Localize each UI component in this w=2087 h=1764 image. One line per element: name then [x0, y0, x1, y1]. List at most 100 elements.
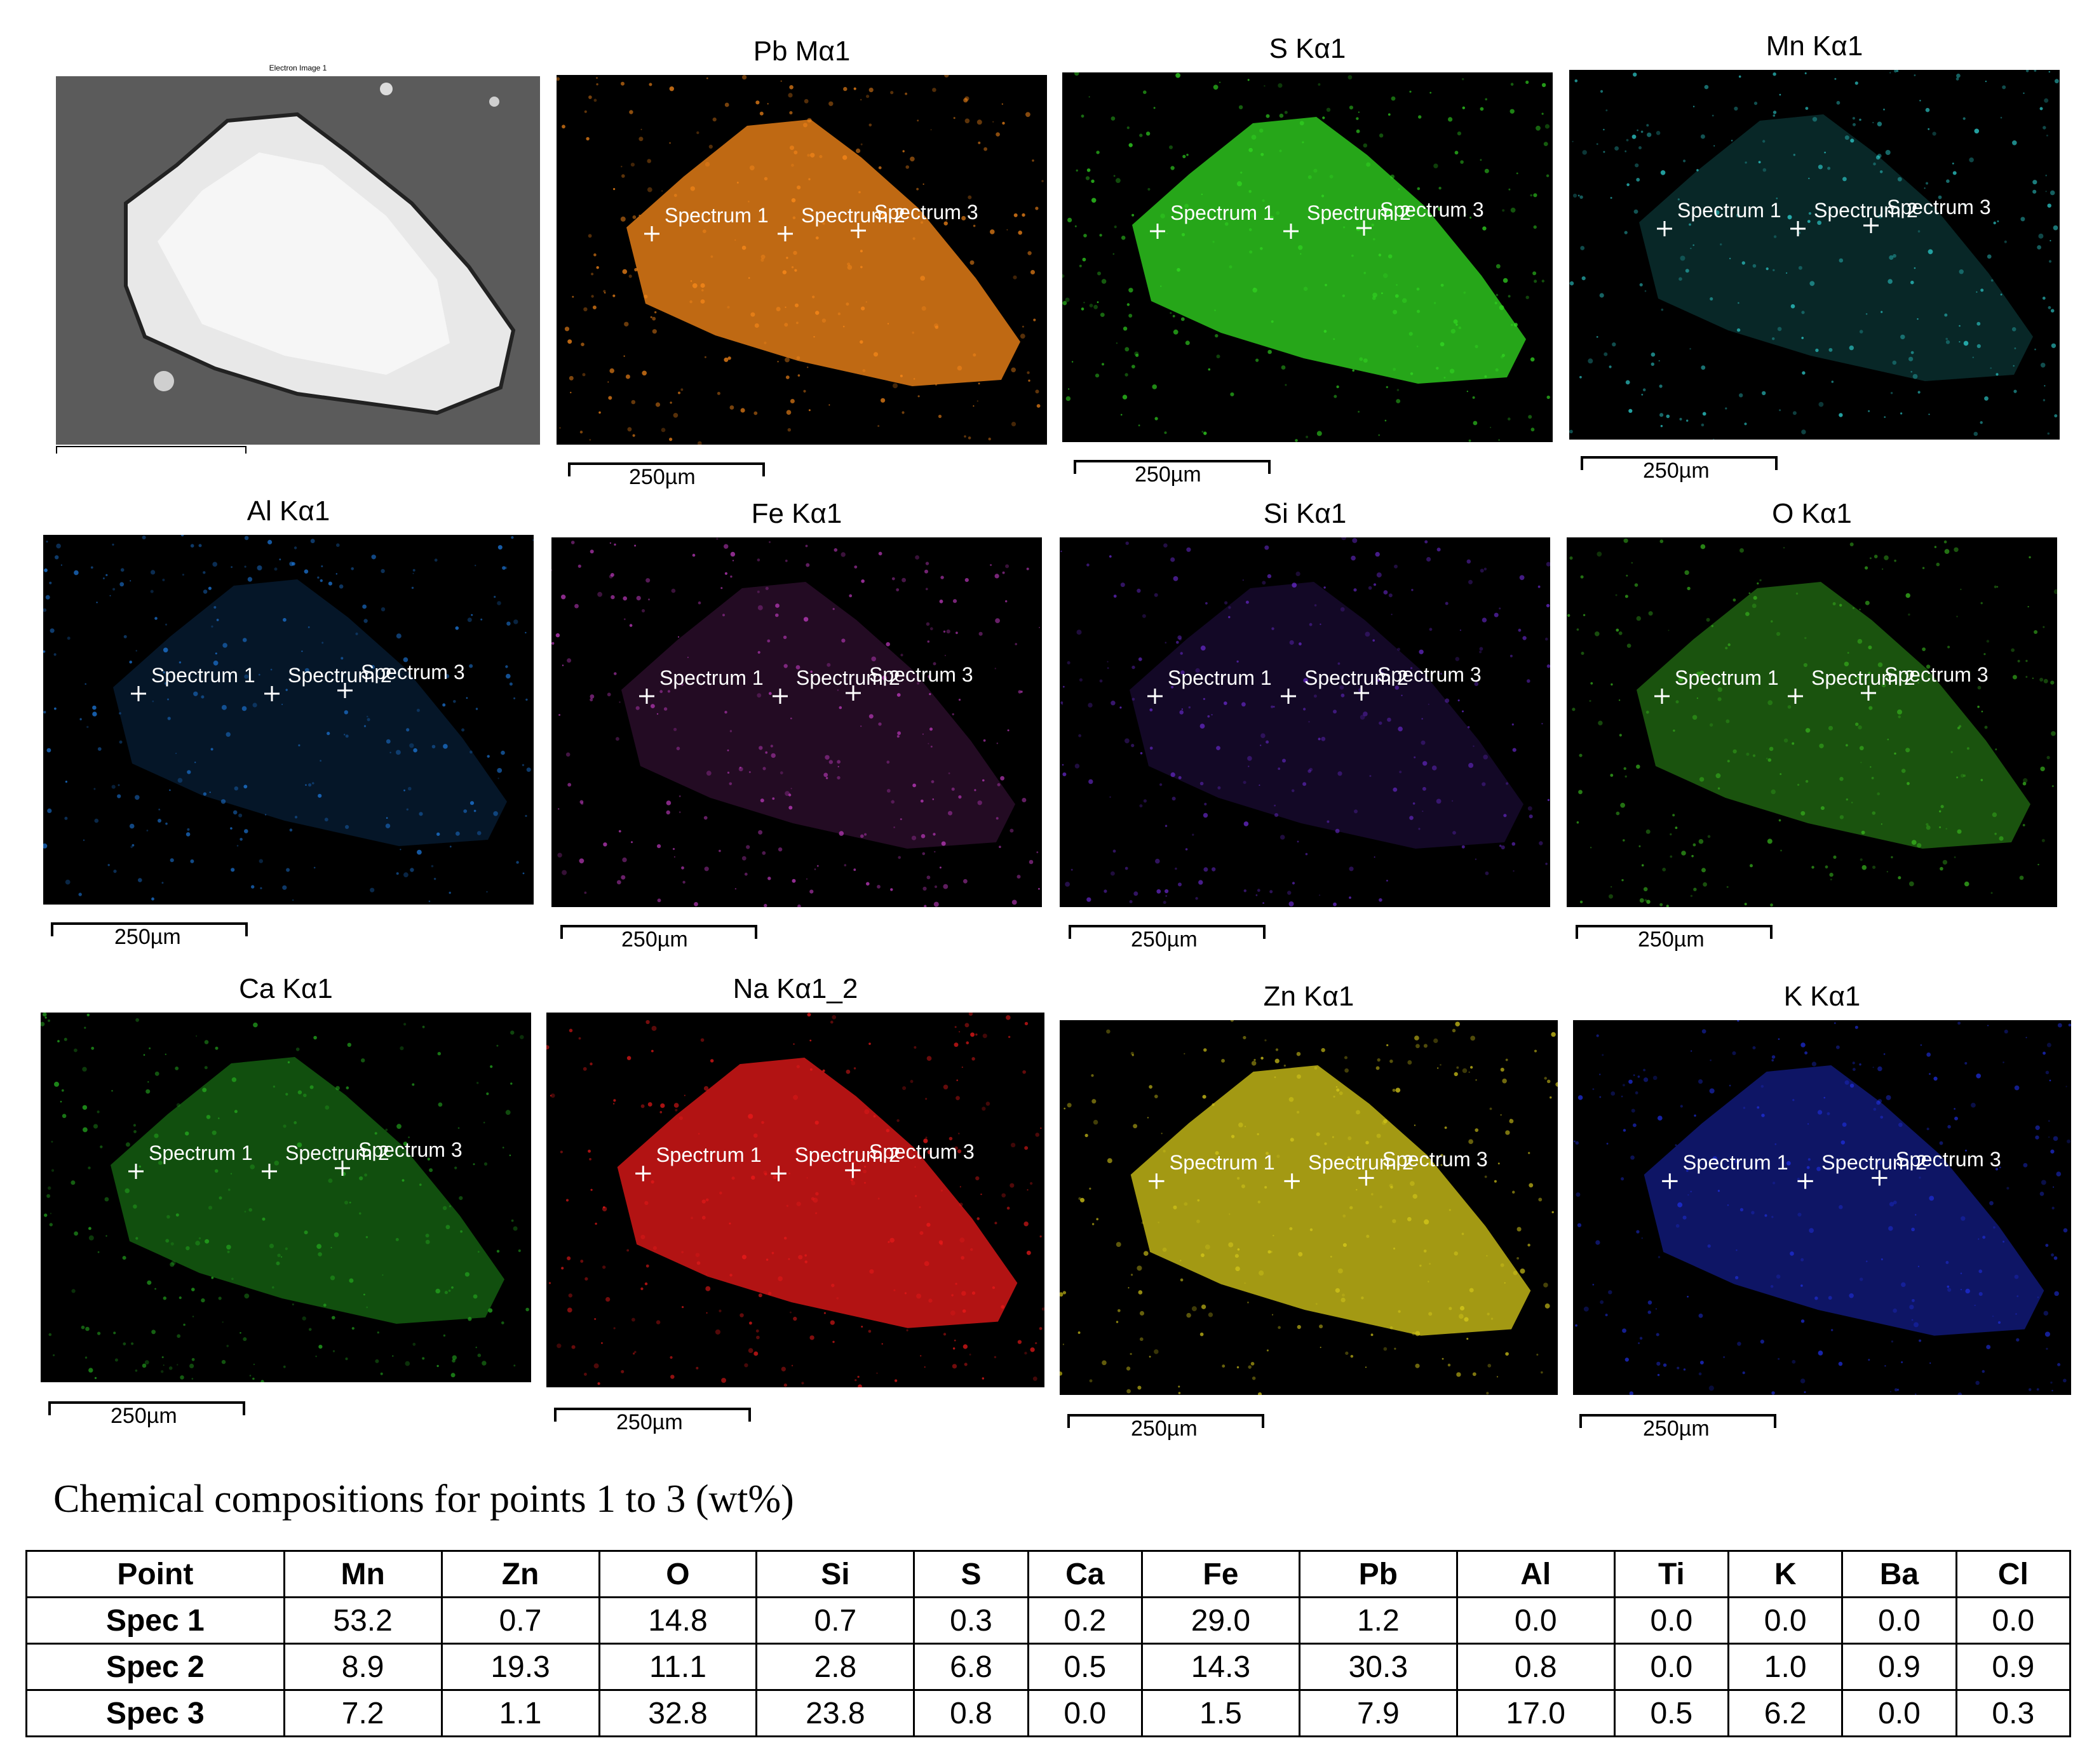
- signal-speck: [344, 710, 348, 715]
- signal-speck: [1934, 546, 1937, 548]
- signal-speck: [1438, 187, 1442, 190]
- signal-speck: [992, 121, 994, 123]
- signal-speck: [1125, 541, 1129, 545]
- signal-speck: [927, 1150, 932, 1155]
- signal-speck: [1660, 170, 1666, 175]
- signal-speck: [510, 1082, 513, 1085]
- signal-speck: [307, 626, 310, 628]
- signal-speck: [679, 1116, 683, 1121]
- signal-speck: [1544, 1303, 1550, 1309]
- signal-speck: [1954, 1108, 1955, 1110]
- signal-speck: [1778, 819, 1781, 822]
- header-cell: Mn: [283, 1550, 443, 1598]
- signal-speck: [1819, 743, 1824, 748]
- signal-speck: [1156, 889, 1161, 894]
- signal-speck: [1083, 302, 1085, 304]
- signal-speck: [497, 778, 499, 779]
- signal-speck: [724, 102, 729, 107]
- signal-speck: [623, 618, 626, 621]
- signal-speck: [249, 1375, 252, 1377]
- signal-speck: [797, 374, 800, 377]
- signal-speck: [1868, 645, 1872, 650]
- signal-speck: [1274, 813, 1279, 818]
- signal-speck: [757, 558, 760, 562]
- signal-speck: [219, 1196, 222, 1200]
- signal-speck: [114, 1358, 118, 1362]
- signal-speck: [860, 98, 862, 101]
- signal-speck: [1834, 77, 1837, 80]
- signal-speck: [1152, 384, 1157, 389]
- signal-speck: [860, 143, 863, 145]
- signal-speck: [1919, 1176, 1921, 1179]
- signal-speck: [1702, 412, 1706, 416]
- signal-speck: [1240, 172, 1243, 174]
- signal-speck: [660, 1103, 665, 1108]
- scale-label: 250µm: [629, 465, 696, 489]
- signal-speck: [621, 166, 623, 168]
- signal-speck: [1868, 671, 1871, 675]
- signal-speck: [588, 1149, 591, 1153]
- signal-speck: [1468, 1139, 1473, 1145]
- signal-speck: [1786, 272, 1788, 274]
- signal-speck: [192, 1316, 194, 1317]
- signal-speck: [2048, 260, 2052, 263]
- signal-speck: [1212, 1103, 1215, 1107]
- signal-speck: [1363, 711, 1368, 717]
- signal-speck: [344, 734, 346, 736]
- panel-title: Na Kα1_2: [733, 973, 858, 1004]
- signal-speck: [834, 548, 838, 552]
- signal-speck: [1379, 669, 1382, 672]
- signal-speck: [593, 1363, 599, 1369]
- signal-speck: [969, 1353, 971, 1356]
- signal-speck: [1023, 1221, 1029, 1227]
- signal-speck: [982, 779, 985, 782]
- signal-speck: [791, 1364, 794, 1367]
- signal-speck: [2011, 327, 2016, 332]
- signal-speck: [1883, 1053, 1886, 1055]
- signal-speck: [92, 711, 97, 717]
- signal-speck: [629, 624, 633, 627]
- table-row: Spec 3 7.2 1.1 32.8 23.8 0.8 0.0 1.5 7.9…: [25, 1689, 2072, 1737]
- signal-speck: [227, 1188, 231, 1191]
- signal-speck: [1712, 1156, 1718, 1161]
- signal-speck: [830, 1020, 834, 1024]
- signal-speck: [221, 1359, 226, 1364]
- signal-speck: [461, 728, 465, 732]
- signal-speck: [260, 1380, 264, 1382]
- signal-speck: [1792, 411, 1797, 415]
- signal-speck: [1860, 858, 1863, 861]
- table-cell: 19.3: [440, 1643, 600, 1691]
- signal-speck: [96, 602, 98, 603]
- signal-speck: [1279, 113, 1284, 118]
- signal-speck: [590, 698, 593, 702]
- signal-speck: [1238, 1122, 1243, 1128]
- signal-speck: [1626, 643, 1631, 648]
- signal-speck: [1824, 151, 1826, 154]
- signal-speck: [2014, 1085, 2020, 1091]
- table-header-row: Point Mn Zn O Si S Ca Fe Pb Al Ti K Ba C…: [25, 1550, 2072, 1598]
- signal-speck: [279, 558, 281, 561]
- signal-speck: [902, 577, 906, 582]
- signal-speck: [1473, 421, 1478, 426]
- signal-speck: [1323, 586, 1326, 589]
- signal-speck: [761, 1121, 764, 1124]
- signal-speck: [1804, 636, 1807, 640]
- signal-speck: [864, 833, 867, 836]
- signal-speck: [1472, 1372, 1476, 1377]
- signal-speck: [1321, 194, 1325, 198]
- signal-speck: [1271, 705, 1274, 708]
- signal-speck: [93, 1124, 98, 1129]
- signal-speck: [1393, 368, 1396, 371]
- signal-speck: [443, 744, 448, 749]
- signal-speck: [977, 800, 982, 805]
- signal-speck: [294, 546, 297, 549]
- signal-speck: [1111, 116, 1116, 121]
- signal-speck: [663, 707, 668, 711]
- signal-speck: [935, 383, 938, 386]
- signal-speck: [2051, 731, 2056, 736]
- signal-speck: [794, 151, 798, 154]
- signal-speck: [1289, 640, 1294, 645]
- signal-speck: [210, 748, 213, 751]
- signal-speck: [64, 1037, 67, 1041]
- signal-speck: [520, 1035, 524, 1039]
